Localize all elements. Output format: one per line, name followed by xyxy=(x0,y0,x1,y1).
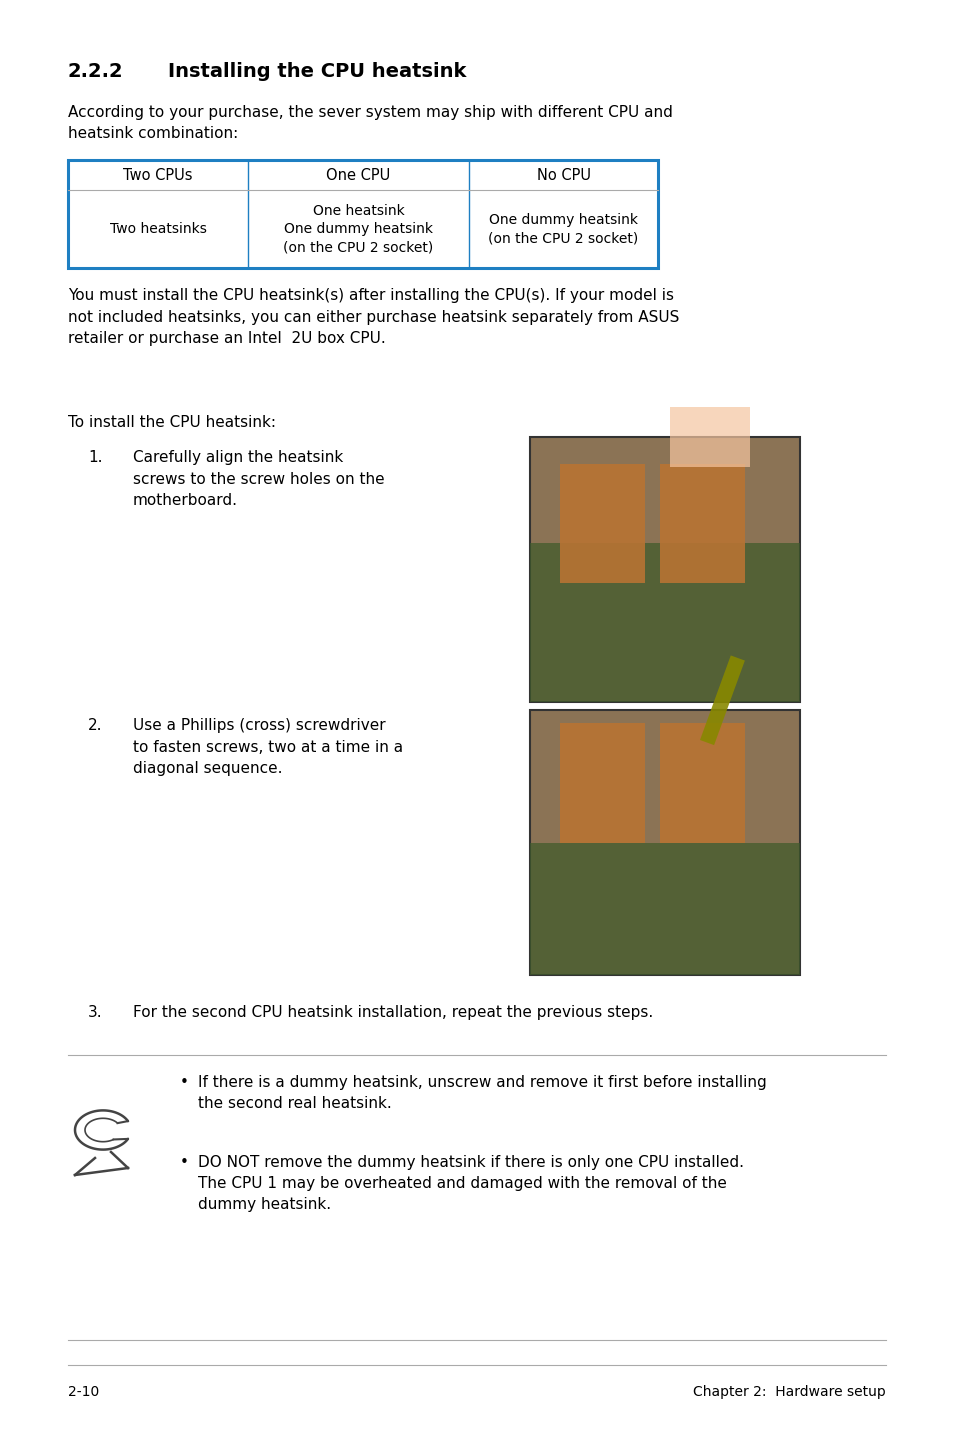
Text: Chapter 2:  Hardware setup: Chapter 2: Hardware setup xyxy=(693,1385,885,1399)
Text: Two heatsinks: Two heatsinks xyxy=(110,221,206,236)
Bar xyxy=(530,710,800,975)
Text: 2.: 2. xyxy=(88,718,102,733)
Text: •: • xyxy=(180,1155,189,1171)
Text: One CPU: One CPU xyxy=(326,167,391,183)
Text: According to your purchase, the sever system may ship with different CPU and
hea: According to your purchase, the sever sy… xyxy=(68,105,672,141)
Text: 1.: 1. xyxy=(88,450,102,464)
Text: 3.: 3. xyxy=(88,1005,103,1020)
Bar xyxy=(68,160,658,267)
Text: Two CPUs: Two CPUs xyxy=(123,167,193,183)
Text: One heatsink
One dummy heatsink
(on the CPU 2 socket): One heatsink One dummy heatsink (on the … xyxy=(283,204,434,255)
Text: One dummy heatsink
(on the CPU 2 socket): One dummy heatsink (on the CPU 2 socket) xyxy=(488,213,639,246)
Bar xyxy=(659,723,744,843)
Bar xyxy=(559,463,644,582)
Text: DO NOT remove the dummy heatsink if there is only one CPU installed.
The CPU 1 m: DO NOT remove the dummy heatsink if ther… xyxy=(198,1155,743,1212)
Text: No CPU: No CPU xyxy=(536,167,590,183)
Text: •: • xyxy=(180,1076,189,1090)
Text: You must install the CPU heatsink(s) after installing the CPU(s). If your model : You must install the CPU heatsink(s) aft… xyxy=(68,288,679,347)
Text: Installing the CPU heatsink: Installing the CPU heatsink xyxy=(168,62,466,81)
Text: Carefully align the heatsink
screws to the screw holes on the
motherboard.: Carefully align the heatsink screws to t… xyxy=(132,450,384,508)
Bar xyxy=(669,407,749,467)
Text: To install the CPU heatsink:: To install the CPU heatsink: xyxy=(68,416,275,430)
Text: 2.2.2: 2.2.2 xyxy=(68,62,124,81)
Bar xyxy=(700,656,744,745)
Text: Use a Phillips (cross) screwdriver
to fasten screws, two at a time in a
diagonal: Use a Phillips (cross) screwdriver to fa… xyxy=(132,718,403,777)
Text: If there is a dummy heatsink, unscrew and remove it first before installing
the : If there is a dummy heatsink, unscrew an… xyxy=(198,1076,766,1112)
Text: For the second CPU heatsink installation, repeat the previous steps.: For the second CPU heatsink installation… xyxy=(132,1005,653,1020)
Text: 2-10: 2-10 xyxy=(68,1385,99,1399)
Bar xyxy=(530,544,800,702)
Bar xyxy=(530,843,800,975)
Bar xyxy=(530,437,800,702)
Bar xyxy=(659,463,744,582)
Bar xyxy=(559,723,644,843)
